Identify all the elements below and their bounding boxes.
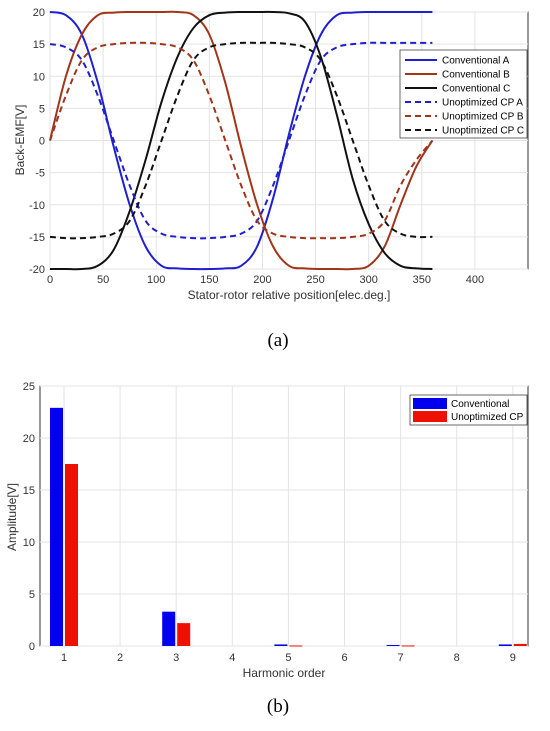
- chart-a-y-tick-label: 5: [39, 103, 45, 115]
- chart-b-legend: Conventional Unoptimized CP: [409, 394, 528, 426]
- bar-conventional-h9: [498, 644, 512, 646]
- chart-a-legend: Conventional A Conventional B Conventional…: [399, 49, 528, 139]
- chart-b-caption: (b): [267, 696, 289, 717]
- chart-b-x-ticks: 1 2 3 4 5 6 7 8 9: [61, 652, 516, 664]
- chart-a-x-tick-label: 350: [413, 274, 431, 286]
- chart-a-y-ticks: -20 -15 -10 -5 0 5 10 15 20: [29, 7, 45, 276]
- chart-a-y-tick-label: 15: [33, 39, 45, 51]
- legend-label-unoptimized-cp-b: Unoptimized CP B: [442, 112, 524, 123]
- chart-a-y-tick-label: 0: [39, 136, 45, 148]
- chart-a-y-tick-label: -15: [29, 232, 45, 244]
- chart-a-x-tick-label: 200: [253, 274, 271, 286]
- chart-a-x-tick-label: 0: [47, 274, 53, 286]
- legend-swatch-unoptimized-cp: [413, 411, 447, 422]
- chart-b-x-tick-label: 8: [454, 652, 460, 664]
- legend-label-conventional: Conventional: [451, 399, 509, 410]
- bar-unoptimized-cp-h1: [65, 464, 78, 646]
- chart-b-x-axis-label: Harmonic order: [243, 666, 326, 680]
- chart-b-bars: [50, 407, 527, 647]
- legend-label-conventional-a: Conventional A: [442, 56, 510, 67]
- chart-a-y-tick-label: 20: [33, 7, 45, 19]
- chart-a-y-tick-label: 10: [33, 71, 45, 83]
- series-line-conventional-c: [50, 10, 433, 271]
- bar-conventional-h5: [274, 644, 288, 646]
- series-line-unoptimized-cp-c: [49, 41, 433, 240]
- legend-swatch-conventional: [413, 398, 447, 409]
- chart-a-x-ticks: 0 50 100 150 200 250 300 350 400: [47, 274, 484, 286]
- chart-a-y-tick-label: -10: [29, 200, 45, 212]
- chart-b-y-axis-label: Amplitude[V]: [5, 483, 19, 551]
- chart-a-x-tick-label: 100: [147, 274, 165, 286]
- bar-conventional-h7: [386, 644, 400, 646]
- chart-b-y-tick-label: 20: [23, 433, 35, 445]
- chart-a-x-tick-label: 400: [466, 274, 484, 286]
- chart-b-x-tick-label: 5: [285, 652, 291, 664]
- chart-a-y-tick-label: -5: [35, 168, 45, 180]
- chart-a-x-axis-label: Stator-rotor relative position[elec.deg.…: [188, 288, 391, 302]
- bar-unoptimized-cp-h5: [289, 645, 303, 647]
- chart-b-x-tick-label: 7: [398, 652, 404, 664]
- series-line-unoptimized-cp-a: [49, 41, 433, 240]
- chart-b-y-tick-label: 25: [23, 381, 35, 393]
- chart-b-x-tick-label: 4: [229, 652, 235, 664]
- bar-unoptimized-cp-h7: [401, 645, 415, 647]
- chart-b-x-tick-label: 1: [61, 652, 67, 664]
- legend-label-unoptimized-cp-a: Unoptimized CP A: [442, 98, 523, 109]
- chart-b-plot-area: [39, 385, 529, 647]
- series-line-unoptimized-cp-b: [49, 41, 434, 240]
- legend-label-unoptimized-cp-c: Unoptimized CP C: [442, 126, 524, 137]
- chart-b-x-tick-label: 3: [173, 652, 179, 664]
- legend-label-conventional-c: Conventional C: [442, 84, 510, 95]
- bar-conventional-h1: [50, 407, 63, 646]
- chart-b-x-tick-label: 2: [117, 652, 123, 664]
- chart-b-y-tick-label: 5: [29, 589, 35, 601]
- chart-a-y-axis-label: Back-EMF[V]: [13, 105, 27, 176]
- bar-unoptimized-cp-h3: [177, 623, 191, 646]
- chart-a-x-tick-label: 250: [306, 274, 324, 286]
- legend-label-unoptimized-cp: Unoptimized CP: [451, 412, 524, 423]
- chart-a-legend-box: [399, 49, 528, 139]
- chart-a-caption: (a): [267, 330, 288, 351]
- series-line-conventional-a: [49, 10, 433, 271]
- chart-b-y-tick-label: 15: [23, 485, 35, 497]
- chart-b-grid: [40, 385, 528, 647]
- chart-a-x-tick-label: 300: [359, 274, 377, 286]
- chart-b-y-tick-label: 10: [23, 537, 35, 549]
- chart-a: 0 50 100 150 200 250 300 350 400 -20 -15 -10 -5 0 5 10…: [13, 7, 529, 351]
- chart-a-x-tick-label: 150: [200, 274, 218, 286]
- bar-unoptimized-cp-h9: [513, 643, 527, 646]
- chart-b: 1 2 3 4 5 6 7 8 9 0 5 10 15 20 25 Harmonic order Ampl…: [5, 381, 529, 717]
- chart-b-x-tick-label: 6: [341, 652, 347, 664]
- legend-label-conventional-b: Conventional B: [442, 70, 510, 81]
- chart-b-x-tick-label: 9: [510, 652, 516, 664]
- bar-conventional-h3: [162, 611, 176, 646]
- chart-a-x-tick-label: 50: [97, 274, 109, 286]
- chart-b-y-ticks: 0 5 10 15 20 25: [23, 381, 35, 653]
- chart-a-y-tick-label: -20: [29, 264, 45, 276]
- series-line-conventional-b: [49, 10, 434, 271]
- chart-a-lines: [49, 10, 434, 271]
- chart-b-y-tick-label: 0: [29, 641, 35, 653]
